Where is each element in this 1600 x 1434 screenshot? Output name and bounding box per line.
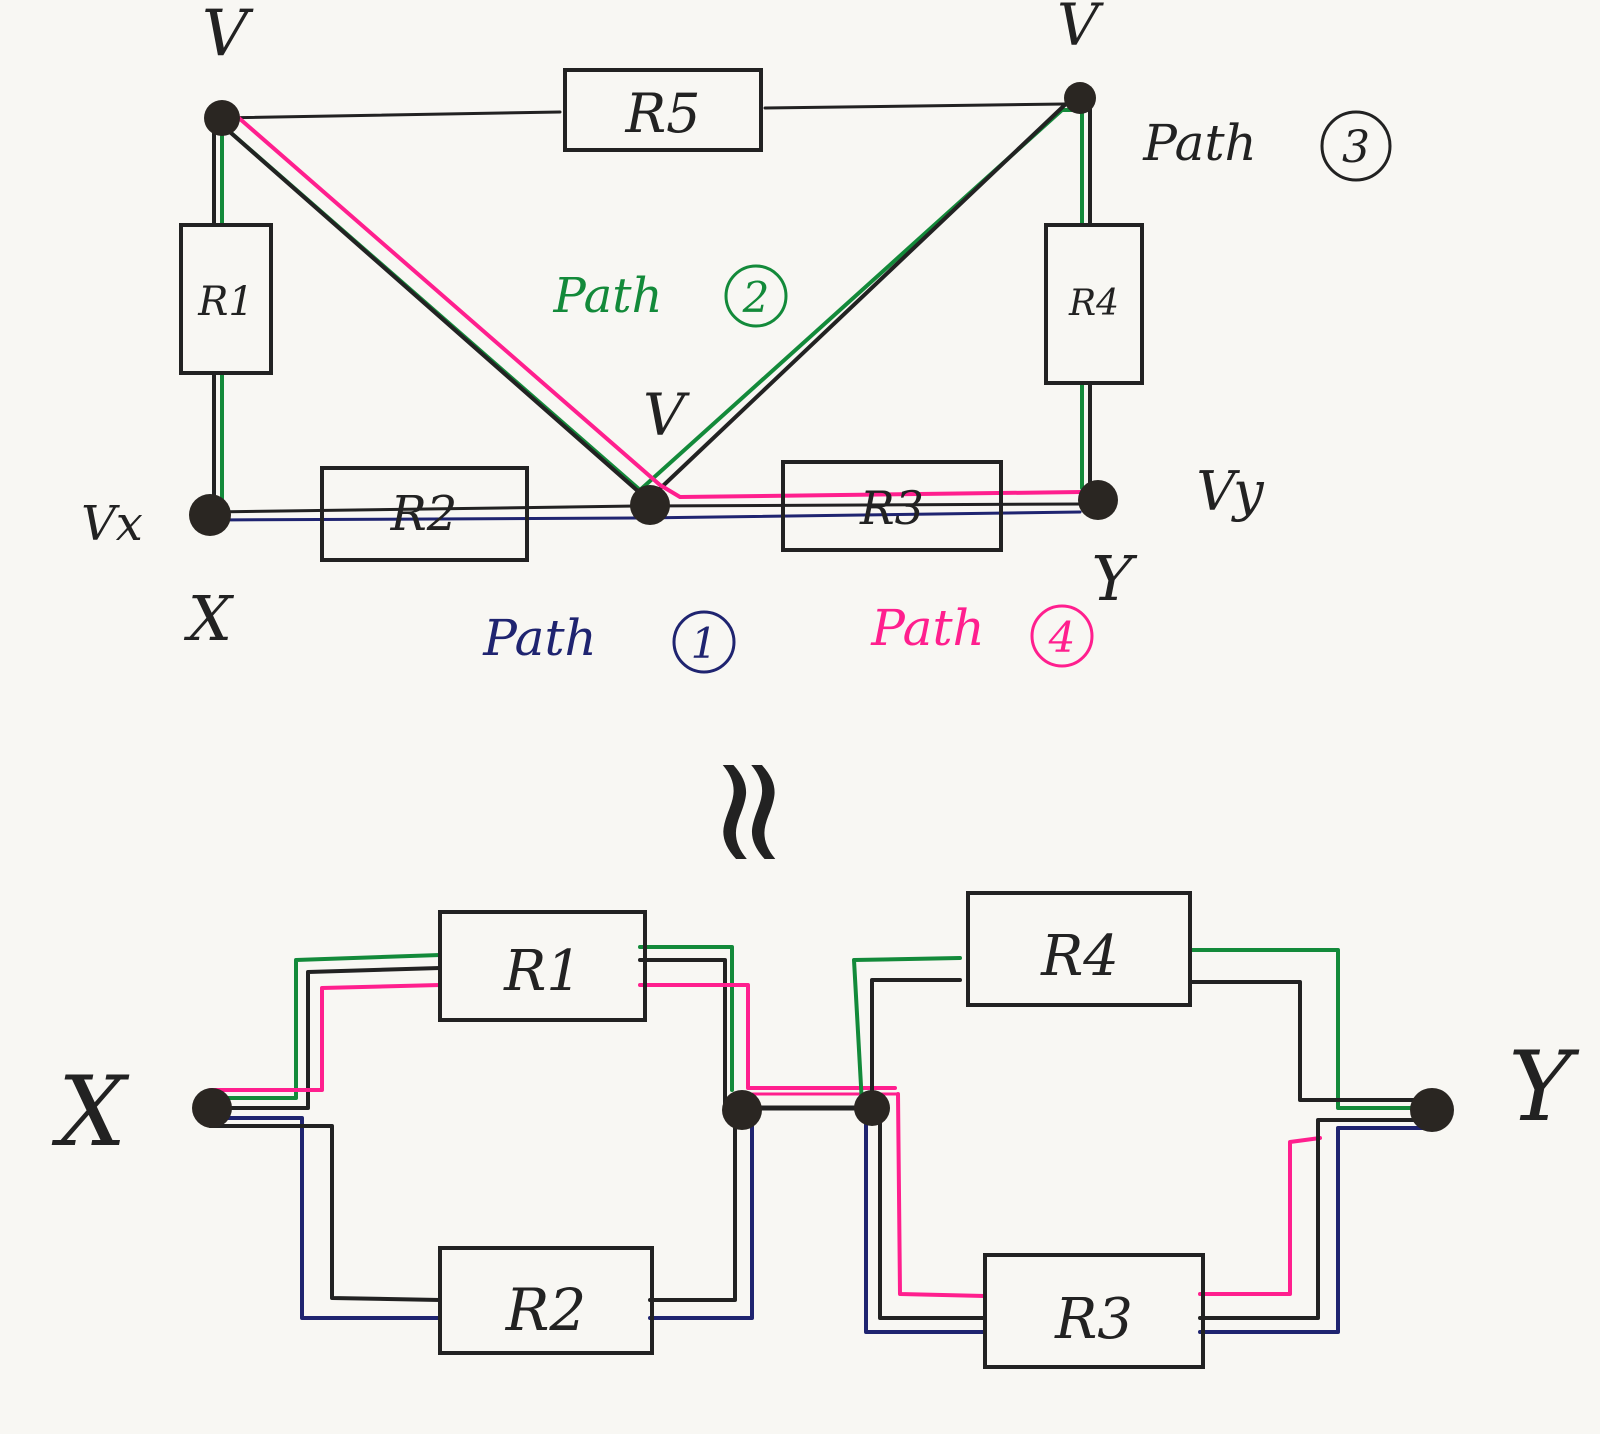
node-label-top-left: V [202,0,254,71]
node-label-y: Y [1092,542,1138,615]
path3-wire [212,98,1092,510]
path2-wire [220,108,1084,510]
path4-circle [1030,604,1094,668]
resistor-r5-box [563,68,763,152]
path4-number: 4 [1048,613,1076,662]
bottom-node-left-junction [722,1090,762,1130]
bottom-path4-right [896,1092,1322,1298]
equivalence-symbol: ≈ [666,749,840,875]
bottom-label-r2: R2 [505,1276,587,1344]
bottom-path4-left [208,983,897,1092]
label-r3: R3 [859,481,924,535]
bottom-path1-left [208,1113,754,1320]
bottom-resistor-r2-box [438,1246,654,1355]
path3-circle [1320,110,1392,182]
bottom-node-x [192,1088,232,1128]
bottom-path2-left [208,945,734,1100]
bottom-label-r1: R1 [503,939,582,1004]
path1-number: 1 [691,619,718,668]
node-top-right [1064,82,1096,114]
top-circuit: R5 R1 R4 R2 R3 V V V Vx Vy X Y Path 1 Pa… [81,0,1392,674]
node-label-middle: V [643,381,690,449]
node-top-left [204,100,240,136]
node-label-x: X [184,582,235,655]
node-label-vy: Vy [1196,460,1265,523]
path1-word: Path [482,609,597,667]
path1-circle [672,610,736,674]
bottom-label-r4: R4 [1040,924,1119,989]
node-label-top-right: V [1057,0,1104,59]
bottom-node-right-junction [854,1090,890,1126]
bottom-label-r3: R3 [1054,1287,1133,1352]
resistor-r3-box [781,460,1003,552]
path3-word: Path [1142,114,1257,172]
node-middle [630,485,670,525]
resistor-r1-box [179,223,273,375]
path2-number: 2 [742,273,770,322]
bottom-resistor-r1-box [438,910,647,1022]
bottom-resistor-r3-box [983,1253,1205,1369]
node-left [189,494,231,536]
bottom-path3-right-bottom [878,1110,1426,1320]
path3-number: 3 [1342,122,1370,173]
bottom-circuit: R1 R2 R4 R3 X Y [51,891,1580,1369]
bottom-path3-left-bottom [208,1118,737,1302]
bottom-path1-right [864,1110,1426,1334]
label-r4: R4 [1068,283,1119,324]
path2-word: Path [553,268,663,324]
bottom-path3-right-top [870,978,1426,1106]
path4-wire [230,110,1084,499]
path1-annotation: Path 1 [482,609,736,674]
label-r5: R5 [624,82,700,145]
resistor-r4-box [1044,223,1144,385]
path3-annotation: Path 3 [1142,110,1392,182]
resistor-r2-box [320,466,529,562]
bottom-label-y: Y [1508,1031,1580,1143]
bottom-node-y [1410,1088,1454,1132]
bottom-path3-left-top [208,958,727,1110]
bottom-label-x: X [51,1056,130,1168]
node-right [1078,480,1118,520]
path2-circle [724,264,788,328]
bottom-path2-right [852,948,1426,1110]
node-label-vx: Vx [81,496,143,552]
bottom-resistor-r4-box [966,891,1192,1007]
label-r1: R1 [197,279,254,325]
path4-annotation: Path 4 [870,599,1094,668]
path4-word: Path [870,599,985,657]
label-r2: R2 [390,486,458,542]
wire-r5 [216,102,1067,120]
path2-annotation: Path 2 [553,264,788,328]
